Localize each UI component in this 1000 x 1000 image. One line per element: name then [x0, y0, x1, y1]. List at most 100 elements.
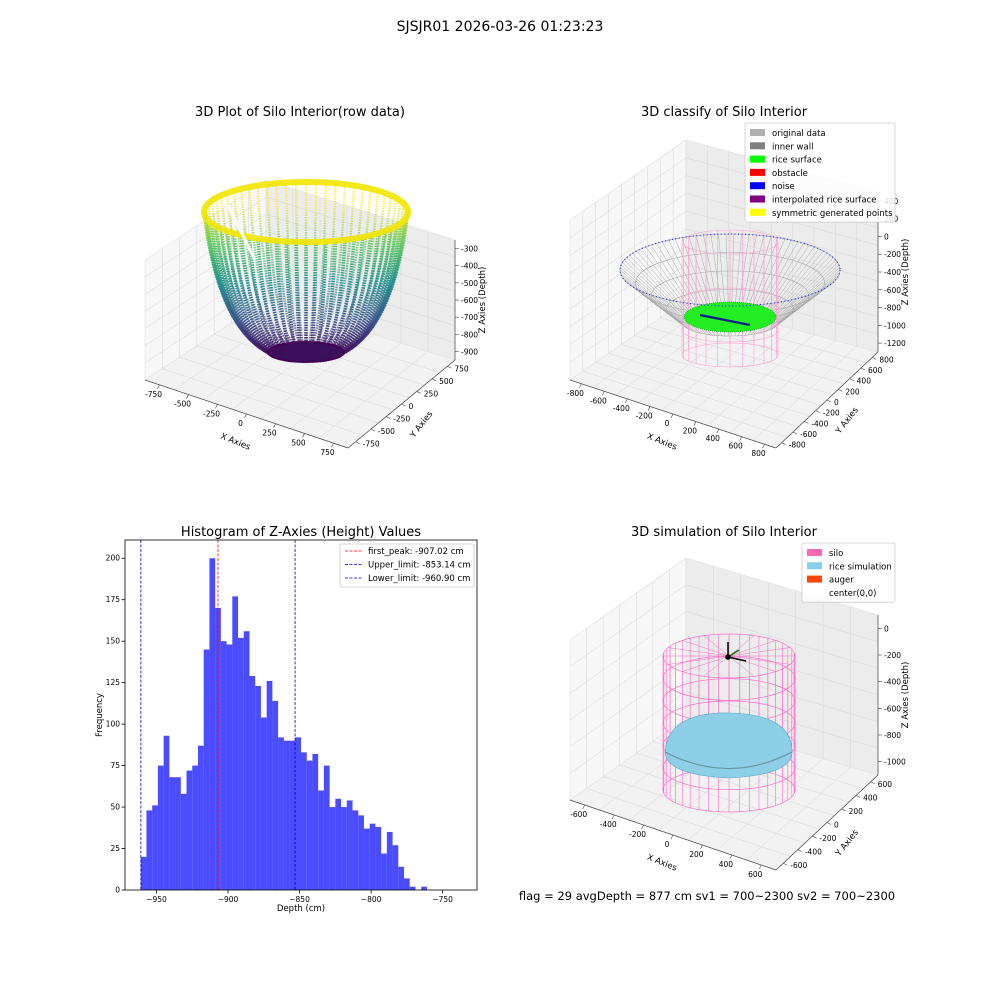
y-tick-label: 750 [454, 364, 469, 373]
simulation-silo-spoke [682, 640, 730, 657]
floor-grid-line [608, 353, 811, 417]
x-tick [693, 421, 697, 426]
y-tick [841, 808, 846, 812]
raw-surface-strand [331, 192, 386, 347]
histogram-bar [209, 558, 216, 890]
y-tick-label: 200 [845, 387, 860, 396]
floor-grid-line [586, 788, 791, 857]
histogram-bar [312, 753, 319, 890]
x-tick [215, 404, 218, 409]
histogram-bar [272, 700, 279, 890]
histogram-x-tick-label: −950 [146, 895, 167, 904]
y-tick [431, 378, 437, 382]
raw-surface-strand [321, 185, 356, 345]
legend-label: rice surface [772, 156, 822, 166]
x-tick [582, 804, 585, 810]
raw-surface-strand [333, 195, 392, 348]
raw-surface-strand [311, 182, 328, 343]
y-tick [792, 431, 798, 435]
floor-grid-line [707, 334, 815, 426]
floor-grid-line [231, 325, 348, 410]
floor-grid-line [173, 308, 294, 390]
x-tick-label: -200 [636, 411, 653, 420]
x-tick [157, 384, 160, 389]
histogram-y-tick-label: 0 [115, 886, 120, 895]
x-tick [641, 824, 644, 830]
raw-plot-title: 3D Plot of Silo Interior(row data) [195, 105, 405, 120]
wall-grid-line [569, 691, 879, 774]
simulation-rice-edge [664, 751, 793, 769]
legend-swatch [807, 562, 822, 570]
x-tick [244, 413, 247, 419]
legend-swatch [750, 155, 765, 163]
z-tick-label: -1000 [884, 758, 906, 767]
x-tick-label: 200 [683, 427, 698, 436]
legend-label: original data [772, 129, 826, 139]
simulation-3d-plot: 3D simulation of Silo Interior -600 -400 -… [569, 525, 911, 879]
histogram-frame [124, 539, 478, 891]
y-tick-label: 0 [409, 402, 414, 411]
y-tick-label: 0 [834, 821, 839, 830]
legend-label: Upper_limit: -853.14 cm [368, 561, 471, 571]
y-tick-label: 250 [424, 389, 439, 398]
histogram-bar [381, 853, 387, 890]
y-tick-label: -200 [819, 834, 836, 843]
histogram-bar [421, 886, 427, 890]
z-tick-label: -800 [461, 330, 478, 339]
y-tick [804, 421, 809, 424]
x-tick-label: 0 [665, 840, 670, 849]
simulation-silo-spoke [728, 655, 791, 665]
histogram-bar [186, 770, 193, 890]
raw-surface-strand [256, 185, 291, 345]
raw-data-3d-plot: 3D Plot of Silo Interior(row data) -750 -… [144, 105, 488, 457]
histogram-bar [197, 745, 204, 890]
floor-grid-line [660, 317, 856, 374]
histogram-title: Histogram of Z-Axies (Height) Values [181, 525, 421, 540]
histogram-y-tick-label: 200 [106, 554, 121, 563]
histogram-bar [295, 737, 301, 890]
legend-label: first_peak: -907.02 cm [368, 547, 464, 557]
x-tick [602, 391, 605, 396]
legend-label: noise [772, 182, 795, 192]
floor-grid-line [752, 346, 857, 441]
y-tick [447, 366, 452, 369]
wall-grid-line [569, 637, 879, 721]
x-axis-label: X Axies [645, 432, 678, 453]
floor-grid-line [619, 764, 820, 830]
x-tick [302, 433, 305, 438]
y-tick [826, 822, 832, 825]
floor-grid-line [647, 326, 845, 385]
depth-histogram: Histogram of Z-Axies (Height) Values Dep… [95, 525, 478, 914]
raw-surface-strand [339, 208, 409, 353]
histogram-bar [323, 765, 330, 890]
raw-surface-strand [265, 184, 294, 344]
floor-grid-line [730, 340, 836, 434]
status-line: flag = 29 avgDepth = 877 cm sv1 = 700~23… [519, 889, 895, 903]
wall-grid-line [144, 196, 456, 278]
y-tick-label: -600 [790, 861, 807, 870]
floor-grid-line [595, 361, 799, 427]
raw-surface-strand [226, 192, 281, 347]
x-tick-label: 500 [291, 438, 306, 447]
z-tick-label: -300 [461, 245, 478, 254]
simulation-silo-spoke [667, 647, 730, 657]
y-tick [797, 849, 802, 852]
wall-grid-line [569, 210, 879, 292]
histogram-bar [260, 717, 267, 890]
x-tick-label: -800 [567, 389, 584, 398]
histogram-bar [266, 680, 273, 890]
histogram-bar [255, 685, 261, 890]
legend-swatch [750, 142, 765, 150]
histogram-y-tick-label: 75 [110, 761, 120, 770]
raw-surface-strand [307, 241, 318, 363]
floor-grid-line [260, 334, 375, 420]
histogram-bar [192, 765, 198, 890]
y-axis-label: Y Axies [408, 409, 436, 441]
x-tick [624, 398, 628, 404]
histogram-bar [346, 800, 353, 890]
histogram-bar [341, 807, 347, 890]
classify-silo-ring [681, 342, 779, 368]
y-tick [812, 835, 817, 839]
raw-surface-bottom [267, 341, 345, 363]
y-tick-label: -250 [393, 415, 410, 424]
